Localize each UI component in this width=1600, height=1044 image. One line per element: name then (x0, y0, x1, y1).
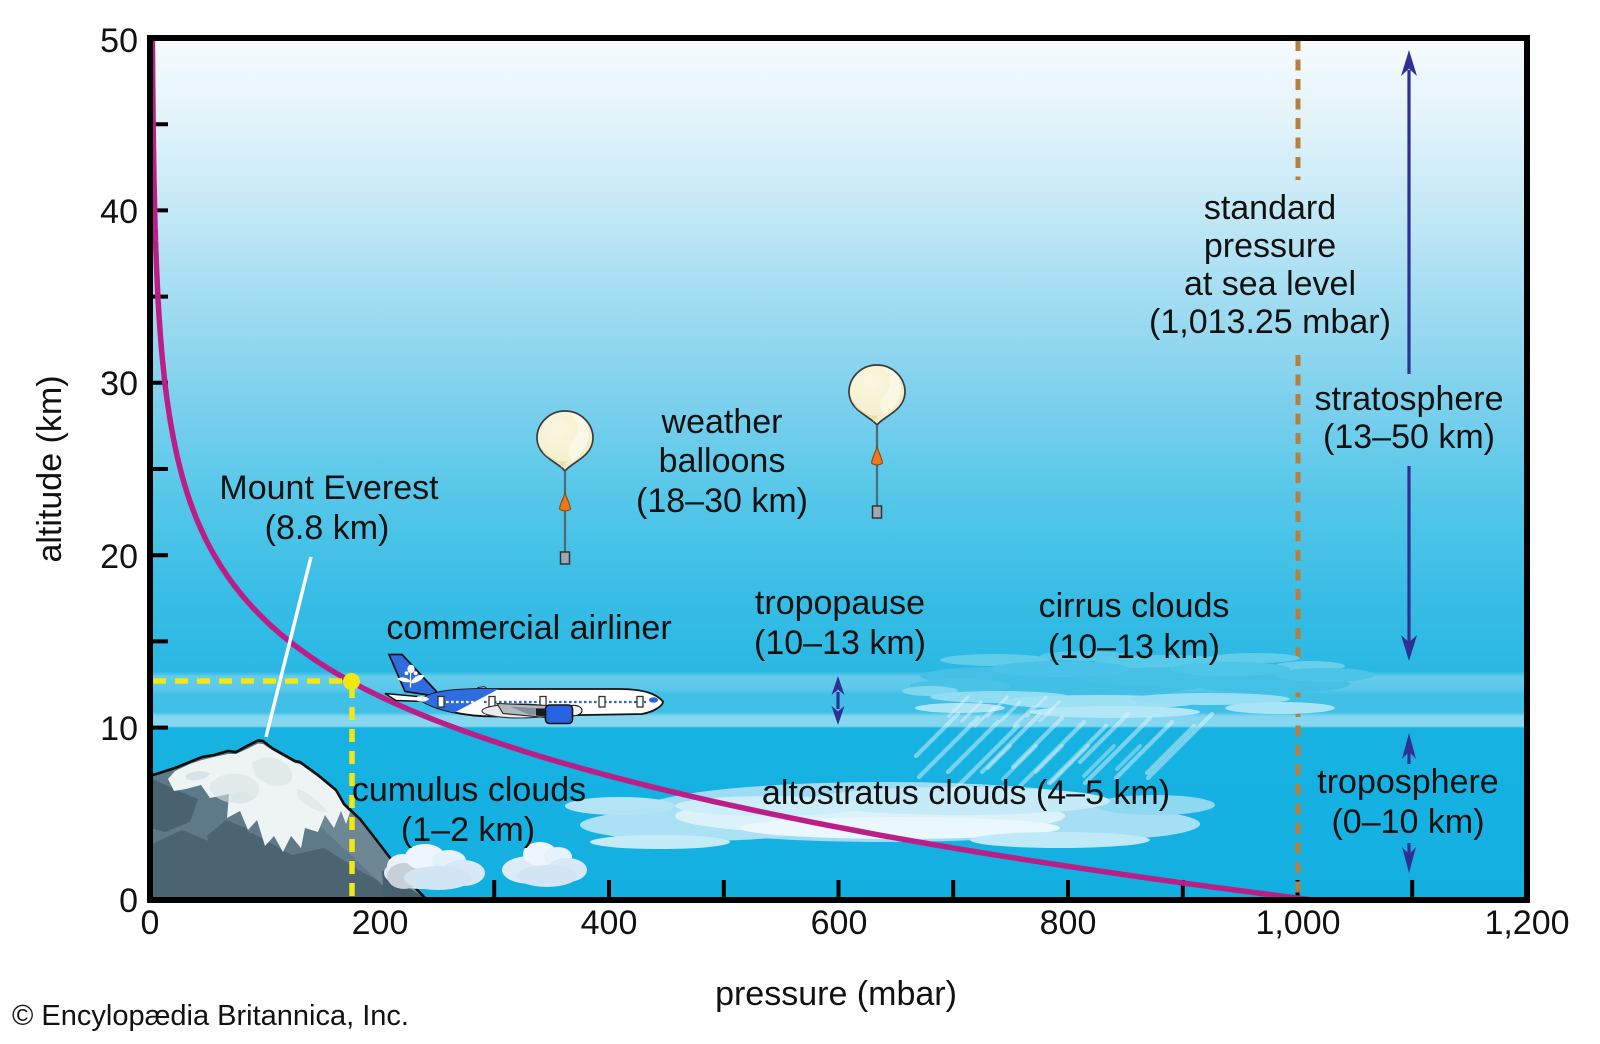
svg-text:weather: weather (661, 403, 783, 441)
svg-text:at sea level: at sea level (1184, 265, 1356, 303)
svg-text:altitude (km): altitude (km) (31, 375, 69, 562)
svg-text:600: 600 (811, 904, 868, 942)
svg-text:(10–13 km): (10–13 km) (1048, 628, 1220, 666)
svg-text:(8.8 km): (8.8 km) (265, 509, 390, 547)
svg-text:(10–13 km): (10–13 km) (754, 624, 926, 662)
svg-text:1,000: 1,000 (1255, 904, 1340, 942)
svg-text:(0–10 km): (0–10 km) (1331, 803, 1484, 841)
svg-text:commercial airliner: commercial airliner (386, 609, 671, 647)
svg-text:(1,013.25 mbar): (1,013.25 mbar) (1149, 303, 1391, 341)
svg-text:pressure: pressure (1204, 227, 1336, 265)
svg-text:10: 10 (100, 710, 138, 748)
svg-text:1,200: 1,200 (1484, 904, 1569, 942)
svg-text:troposphere: troposphere (1317, 763, 1498, 801)
svg-text:200: 200 (352, 904, 409, 942)
svg-text:(13–50 km): (13–50 km) (1323, 418, 1495, 456)
svg-text:cirrus clouds: cirrus clouds (1039, 587, 1230, 625)
svg-text:(1–2 km): (1–2 km) (401, 811, 535, 849)
svg-text:tropopause: tropopause (755, 584, 925, 622)
svg-text:30: 30 (100, 365, 138, 403)
svg-text:altostratus clouds (4–5 km): altostratus clouds (4–5 km) (762, 774, 1170, 812)
svg-text:balloons: balloons (659, 442, 786, 480)
svg-text:400: 400 (581, 904, 638, 942)
svg-text:20: 20 (100, 538, 138, 576)
svg-text:© Encylopædia Britannica, Inc.: © Encylopædia Britannica, Inc. (12, 1000, 409, 1032)
svg-text:(18–30 km): (18–30 km) (636, 482, 808, 520)
svg-text:0: 0 (141, 904, 160, 942)
svg-text:pressure (mbar): pressure (mbar) (715, 975, 957, 1013)
svg-text:50: 50 (100, 22, 138, 60)
svg-text:Mount Everest: Mount Everest (219, 469, 439, 507)
svg-text:40: 40 (100, 193, 138, 231)
svg-text:cumulus clouds: cumulus clouds (352, 771, 586, 809)
svg-text:standard: standard (1204, 189, 1336, 227)
svg-text:800: 800 (1040, 904, 1097, 942)
svg-text:stratosphere: stratosphere (1315, 380, 1504, 418)
svg-text:0: 0 (119, 882, 138, 920)
